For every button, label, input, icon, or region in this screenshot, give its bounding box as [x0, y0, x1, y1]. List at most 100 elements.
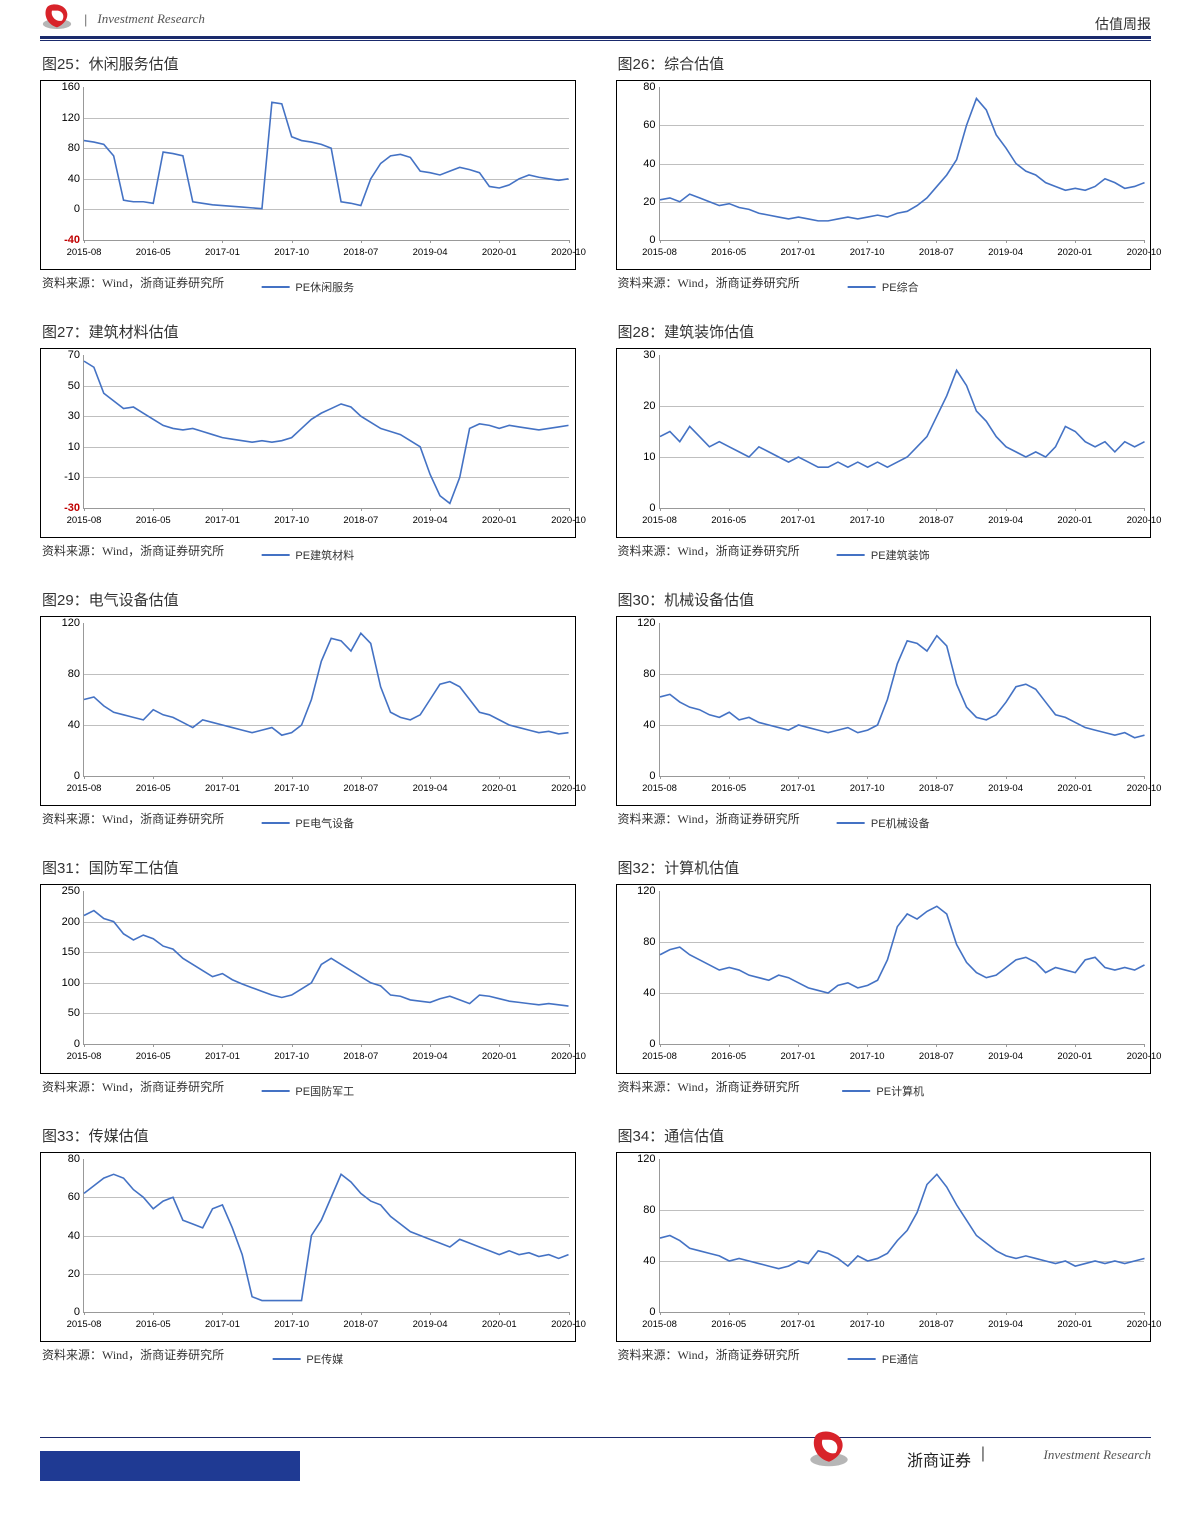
chart-xtick-mark — [361, 776, 362, 779]
chart-xlabel: 2020-01 — [482, 515, 517, 526]
chart-xlabel: 2016-05 — [136, 1319, 171, 1330]
chart-box: 0204060802015-082016-052017-012017-10201… — [616, 80, 1152, 270]
chart-xlabel: 2017-01 — [205, 1319, 240, 1330]
chart-title: 图32：计算机估值 — [618, 857, 1152, 878]
chart-xlabel: 2017-10 — [850, 1051, 885, 1062]
chart-xtick-mark — [569, 1044, 570, 1047]
chart-xlabel: 2018-07 — [919, 515, 954, 526]
legend-label: PE电气设备 — [295, 815, 354, 831]
chart-ylabel: -10 — [44, 471, 80, 483]
chart-ylabel: 0 — [620, 234, 656, 246]
chart-cell: 图26：综合估值0204060802015-082016-052017-0120… — [616, 51, 1152, 305]
chart-ylabel: -30 — [44, 502, 80, 514]
chart-ylabel: 40 — [620, 158, 656, 170]
legend-swatch-icon — [261, 286, 289, 288]
chart-xtick-mark — [361, 1312, 362, 1315]
chart-xlabel: 2018-07 — [343, 1051, 378, 1062]
chart-line-svg — [84, 891, 569, 1044]
chart-xtick-mark — [361, 1044, 362, 1047]
legend-swatch-icon — [261, 1090, 289, 1092]
legend-label: PE建筑装饰 — [871, 547, 930, 563]
chart-xlabel: 2019-04 — [988, 515, 1023, 526]
chart-ylabel: 120 — [620, 1153, 656, 1165]
chart-box: 01020302015-082016-052017-012017-102018-… — [616, 348, 1152, 538]
chart-line — [84, 911, 569, 1006]
chart-xtick-mark — [1144, 1044, 1145, 1047]
chart-xtick-mark — [499, 1312, 500, 1315]
footer-company-en: Investment Research — [1044, 1447, 1151, 1463]
legend-label: PE计算机 — [876, 1083, 924, 1099]
chart-xlabel: 2016-05 — [711, 1051, 746, 1062]
chart-xtick-mark — [660, 776, 661, 779]
chart-xlabel: 2018-07 — [919, 1319, 954, 1330]
chart-xtick-mark — [729, 508, 730, 511]
chart-box: 040801202015-082016-052017-012017-102018… — [616, 616, 1152, 806]
header-left: | Investment Research — [40, 4, 205, 34]
chart-xtick-mark — [1006, 1312, 1007, 1315]
chart-ylabel: 80 — [620, 668, 656, 680]
chart-xtick-mark — [1075, 1044, 1076, 1047]
chart-xlabel: 2020-10 — [551, 783, 586, 794]
chart-title: 图26：综合估值 — [618, 53, 1152, 74]
chart-xtick-mark — [1006, 508, 1007, 511]
chart-xlabel: 2016-05 — [136, 783, 171, 794]
chart-xlabel: 2016-05 — [136, 247, 171, 258]
chart-xtick-mark — [222, 776, 223, 779]
chart-xtick-mark — [729, 1044, 730, 1047]
chart-xlabel: 2017-10 — [850, 783, 885, 794]
chart-xlabel: 2017-10 — [274, 1319, 309, 1330]
chart-box: 040801202015-082016-052017-012017-102018… — [616, 884, 1152, 1074]
chart-xlabel: 2015-08 — [67, 783, 102, 794]
page-header: | Investment Research 估值周报 — [0, 0, 1191, 36]
chart-xtick-mark — [499, 776, 500, 779]
chart-xlabel: 2019-04 — [413, 515, 448, 526]
chart-ylabel: 80 — [620, 81, 656, 93]
chart-xtick-mark — [569, 508, 570, 511]
chart-line-svg — [84, 355, 569, 508]
chart-xtick-mark — [292, 508, 293, 511]
header-report-type: 估值周报 — [1095, 14, 1151, 34]
chart-xtick-mark — [729, 240, 730, 243]
chart-xtick-mark — [430, 1312, 431, 1315]
chart-xtick-mark — [222, 508, 223, 511]
footer-separator: | — [981, 1445, 985, 1463]
chart-line — [84, 1174, 569, 1300]
chart-legend: PE传媒 — [272, 1351, 343, 1367]
chart-legend: PE计算机 — [842, 1083, 924, 1099]
chart-xlabel: 2017-01 — [205, 247, 240, 258]
chart-cell: 图25：休闲服务估值-40040801201602015-082016-0520… — [40, 51, 576, 305]
chart-xtick-mark — [569, 776, 570, 779]
chart-xtick-mark — [499, 1044, 500, 1047]
chart-title: 图30：机械设备估值 — [618, 589, 1152, 610]
chart-legend: PE休闲服务 — [261, 279, 354, 295]
chart-ylabel: 120 — [44, 617, 80, 629]
chart-xtick-mark — [222, 240, 223, 243]
chart-plot: 01020302015-082016-052017-012017-102018-… — [659, 355, 1145, 509]
chart-xtick-mark — [1075, 1312, 1076, 1315]
chart-title: 图31：国防军工估值 — [42, 857, 576, 878]
chart-xtick-mark — [292, 776, 293, 779]
chart-legend: PE国防军工 — [261, 1083, 354, 1099]
legend-label: PE机械设备 — [871, 815, 930, 831]
legend-swatch-icon — [848, 286, 876, 288]
company-logo-icon — [40, 4, 74, 34]
chart-xlabel: 2019-04 — [413, 1051, 448, 1062]
chart-xtick-mark — [936, 1044, 937, 1047]
chart-ylabel: 30 — [44, 410, 80, 422]
chart-xlabel: 2015-08 — [67, 515, 102, 526]
chart-xlabel: 2019-04 — [988, 247, 1023, 258]
chart-xlabel: 2020-01 — [482, 783, 517, 794]
chart-ylabel: 50 — [44, 1007, 80, 1019]
chart-xtick-mark — [729, 1312, 730, 1315]
chart-xtick-mark — [84, 240, 85, 243]
chart-xtick-mark — [1006, 776, 1007, 779]
chart-xtick-mark — [660, 1044, 661, 1047]
chart-ylabel: 40 — [44, 173, 80, 185]
chart-xlabel: 2019-04 — [413, 247, 448, 258]
chart-xlabel: 2017-10 — [850, 1319, 885, 1330]
chart-xlabel: 2020-10 — [551, 1051, 586, 1062]
chart-ylabel: 200 — [44, 916, 80, 928]
chart-xtick-mark — [499, 508, 500, 511]
chart-line-svg — [660, 1159, 1145, 1312]
chart-ylabel: 0 — [620, 502, 656, 514]
